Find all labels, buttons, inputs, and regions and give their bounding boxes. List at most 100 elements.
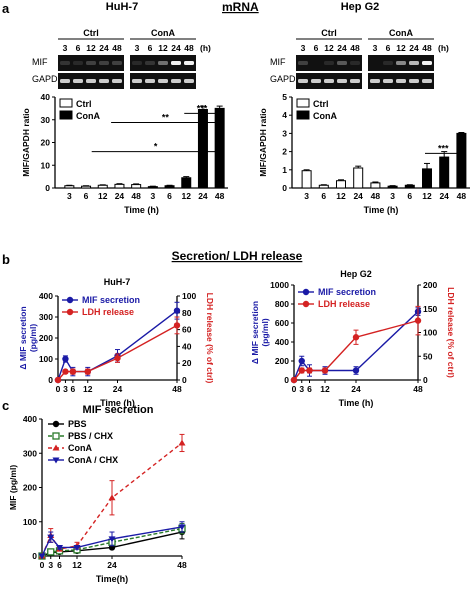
gel-gapdh-band [132, 79, 142, 83]
legend-label: Ctrl [76, 99, 92, 109]
gel-gapdh-band [383, 79, 393, 83]
significance-label: ** [162, 112, 170, 122]
legend-marker [302, 300, 310, 308]
y-axis-label: MIF/GAPDH ratio [21, 108, 31, 176]
y2-axis-label: LDH release (% of ctrl) [205, 293, 215, 384]
gel-gapdh-band [184, 79, 194, 83]
gel-mif-band [184, 61, 194, 65]
y-axis-label: Δ MIF secretion [250, 301, 260, 364]
gel-group-ctrl-label: Ctrl [83, 28, 99, 38]
gel-gapdh-band [112, 79, 122, 83]
y-tick-label: 0 [282, 183, 287, 193]
x-tick-label: 12 [72, 560, 82, 570]
legend-label: ConA [76, 111, 100, 121]
data-point [38, 553, 46, 560]
y-tick-label: 1000 [270, 280, 289, 290]
y-tick-label: 800 [275, 299, 289, 309]
x-axis-label: Time (h) [339, 398, 374, 408]
legend-label: PBS / CHX [68, 431, 113, 441]
gel-mif-band [298, 61, 308, 65]
legend-swatch [296, 110, 310, 120]
gel-row-gapdh-label: GAPDH [270, 74, 302, 84]
y-tick-label: 400 [23, 414, 37, 424]
y2-tick-label: 60 [182, 325, 192, 335]
legend-swatch [59, 98, 73, 108]
y-tick-label: 2 [282, 147, 287, 157]
panel-c-letter: c [2, 398, 9, 413]
gel-gapdh-band [370, 79, 380, 83]
y-tick-label: 0 [45, 183, 50, 193]
bar [131, 184, 142, 189]
x-tick-label: 6 [321, 191, 326, 201]
y2-axis-label: LDH release (% of ctrl) [446, 287, 456, 378]
significance-label: *** [438, 143, 449, 153]
significance-label: * [154, 142, 158, 152]
gel-lane-time-label: 12 [86, 43, 96, 53]
y-tick-label: 400 [39, 291, 53, 301]
gel-lane-time-label: 24 [337, 43, 347, 53]
x-tick-label: 48 [177, 560, 187, 570]
y-tick-label: 20 [41, 138, 51, 148]
bar [387, 185, 398, 189]
data-point [173, 307, 181, 314]
gel-lane-time-label: 48 [184, 43, 194, 53]
data-point [56, 544, 63, 551]
gel-lane-time-label: 3 [135, 43, 140, 53]
x-tick-label: 6 [84, 191, 89, 201]
y-tick-label: 200 [39, 333, 53, 343]
bar [370, 182, 381, 189]
legend-marker [66, 296, 74, 304]
x-tick-label: 12 [98, 191, 108, 201]
y-tick-label: 0 [284, 375, 289, 385]
huh7-bar-chart: 0 10 20 30 40 MIF/GAPDH ratio 3 6 12 24 48 3 6 12 24 48… [21, 92, 228, 215]
bar [301, 170, 312, 189]
gel-lane-time-label: 6 [76, 43, 81, 53]
data-point [414, 317, 422, 324]
x-axis-label: Time (h) [364, 205, 399, 215]
gel-gapdh-band [73, 79, 83, 83]
series-line [41, 526, 183, 557]
y2-tick-label: 100 [423, 328, 437, 338]
gel-mif-band [324, 61, 334, 65]
data-point [290, 376, 298, 384]
data-point [114, 354, 121, 362]
bar [439, 156, 450, 189]
data-point [306, 367, 313, 374]
gel-mif-band [132, 61, 142, 65]
gel-time-unit: (h) [200, 43, 211, 53]
gel-lane-time-label: 3 [63, 43, 68, 53]
y-tick-label: 5 [282, 92, 287, 102]
gel-lane-time-label: 48 [350, 43, 360, 53]
y-tick-label: 300 [23, 448, 37, 458]
panel-a-title: mRNA [222, 0, 259, 14]
gel-group-ctrl-label: Ctrl [321, 28, 337, 38]
gel-mif-band [145, 61, 155, 65]
x-tick-label: 3 [63, 384, 68, 394]
legend-label: LDH release [318, 299, 370, 309]
y2-tick-label: 50 [423, 351, 433, 361]
gel-mif-band [383, 61, 393, 65]
x-tick-label: 3 [67, 191, 72, 201]
x-tick-label: 3 [299, 384, 304, 394]
y-tick-label: 300 [39, 312, 53, 322]
y-tick-label: 1 [282, 165, 287, 175]
gel-gapdh-band [145, 79, 155, 83]
legend-marker [52, 444, 60, 451]
data-point [47, 548, 55, 556]
gel-mif-band [99, 61, 109, 65]
legend-label: LDH release [82, 307, 134, 317]
gel-lane-time-label: 6 [314, 43, 319, 53]
x-tick-label: 6 [71, 384, 76, 394]
legend-marker [66, 308, 74, 316]
gel-gapdh-band [409, 79, 419, 83]
x-tick-label: 3 [390, 191, 395, 201]
gel-gapdh-band [99, 79, 109, 83]
x-tick-label: 24 [115, 191, 125, 201]
y2-tick-label: 100 [182, 291, 196, 301]
y-tick-label: 100 [39, 354, 53, 364]
data-point [298, 367, 305, 374]
x-tick-label: 48 [371, 191, 381, 201]
gel-mif-row-background [58, 55, 124, 71]
